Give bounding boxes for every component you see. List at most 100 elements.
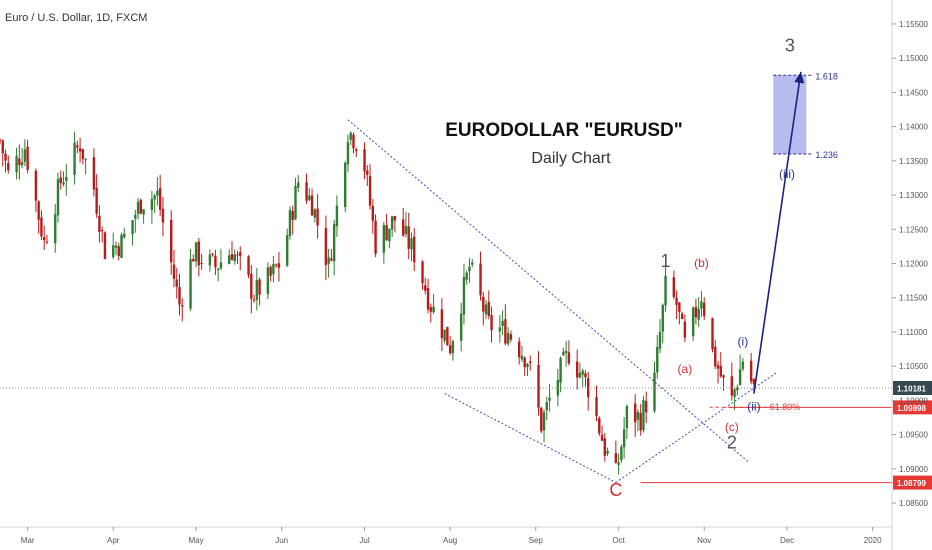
candle-body xyxy=(426,288,430,310)
level-price-tag[interactable]: 1.08799 xyxy=(897,479,926,488)
candle-body xyxy=(440,309,444,339)
candle-body xyxy=(95,187,98,214)
candle-body xyxy=(192,258,195,262)
candle-body xyxy=(465,272,468,280)
candle-body xyxy=(266,267,270,295)
candle-body xyxy=(575,361,579,378)
candle-body xyxy=(274,264,278,266)
candles-layer xyxy=(0,131,756,475)
candle-body xyxy=(181,305,184,307)
candle-body xyxy=(272,263,275,275)
x-tick-label: Sep xyxy=(529,536,544,545)
candle-body xyxy=(385,225,388,241)
candle-body xyxy=(600,434,604,441)
candle-body xyxy=(451,341,455,354)
y-tick-label: 1.11500 xyxy=(899,294,928,303)
candle-body xyxy=(691,307,695,337)
candle-body xyxy=(421,261,424,284)
candle-body xyxy=(355,149,358,151)
candle-body xyxy=(529,361,532,364)
candle-body xyxy=(291,210,294,220)
candle-body xyxy=(76,145,79,148)
candle-body xyxy=(153,195,156,200)
candle-body xyxy=(0,139,2,141)
candle-body xyxy=(523,357,526,368)
y-tick-label: 1.12500 xyxy=(899,225,928,234)
candle-body xyxy=(424,285,427,291)
candle-body xyxy=(139,199,143,214)
candle-body xyxy=(81,149,85,160)
y-tick-label: 1.14000 xyxy=(899,123,928,132)
candle-body xyxy=(658,331,662,349)
y-tick-label: 1.10500 xyxy=(899,362,928,371)
price-axis[interactable]: 1.08500 1.09000 1.09500 1.10000 1.10500 1.110… xyxy=(891,0,928,550)
candle-body xyxy=(252,299,256,301)
candle-body xyxy=(556,379,560,396)
candle-body xyxy=(98,215,101,233)
candle-body xyxy=(733,389,736,397)
candle-body xyxy=(490,314,493,331)
candle-body xyxy=(393,216,397,221)
candle-body xyxy=(645,401,648,413)
candle-body xyxy=(216,268,220,270)
candle-body xyxy=(542,412,546,431)
wave-label: (c) xyxy=(725,420,739,434)
chart-title: EURODOLLAR "EURUSD" xyxy=(445,120,683,141)
candle-body xyxy=(65,176,68,181)
candle-body xyxy=(158,188,162,210)
candle-body xyxy=(352,134,355,149)
candle-body xyxy=(150,198,154,211)
candle-body xyxy=(23,149,27,162)
candle-body xyxy=(78,148,82,152)
candle-body xyxy=(37,201,40,220)
current-price-tag[interactable]: 1.10181 xyxy=(897,384,926,393)
candle-body xyxy=(178,287,181,305)
candle-body xyxy=(288,210,292,237)
candle-body xyxy=(294,185,297,220)
candle-body xyxy=(332,224,336,262)
candle-body xyxy=(694,306,698,318)
candle-body xyxy=(487,301,491,317)
y-tick-label: 1.09000 xyxy=(899,465,928,474)
candle-body xyxy=(741,361,745,369)
current-price-tag-bg xyxy=(893,380,932,395)
x-tick-label: Dec xyxy=(780,536,794,545)
candle-body xyxy=(661,304,664,332)
candle-body xyxy=(388,228,391,242)
candle-body xyxy=(100,230,104,232)
wave-label: 3 xyxy=(785,35,795,55)
candle-body xyxy=(401,219,405,236)
candle-body xyxy=(233,254,236,262)
candle-body xyxy=(578,372,582,378)
candle-body xyxy=(59,177,62,184)
candle-body xyxy=(672,277,676,297)
candle-body xyxy=(324,228,328,266)
candle-body xyxy=(382,225,386,253)
candle-body xyxy=(170,219,173,263)
candle-body xyxy=(42,236,46,241)
candle-body xyxy=(697,308,700,320)
candle-body xyxy=(15,156,18,173)
candle-body xyxy=(335,205,339,227)
candle-body xyxy=(498,327,502,332)
candle-body xyxy=(617,462,620,465)
level-price-tag[interactable]: 1.09898 xyxy=(897,404,926,413)
candle-body xyxy=(468,266,471,272)
candle-body xyxy=(719,365,722,377)
candle-body xyxy=(84,159,87,161)
candle-body xyxy=(664,275,667,306)
candle-body xyxy=(56,179,60,216)
candle-body xyxy=(344,162,347,208)
symbol-label[interactable]: Euro / U.S. Dollar, 1D, FXCM xyxy=(5,12,147,24)
candle-body xyxy=(305,182,308,201)
candle-body xyxy=(247,256,250,275)
candle-body xyxy=(45,241,49,243)
candle-body xyxy=(219,262,223,269)
y-tick-label: 1.12000 xyxy=(899,260,928,269)
x-tick-label: Jul xyxy=(359,536,369,545)
candle-body xyxy=(112,245,115,258)
time-axis[interactable]: Mar Apr May Jun Jul Aug Sep Oct Nov Dec 2020 xyxy=(0,526,892,545)
candle-body xyxy=(142,209,145,215)
wave-label: (i) xyxy=(738,335,749,349)
